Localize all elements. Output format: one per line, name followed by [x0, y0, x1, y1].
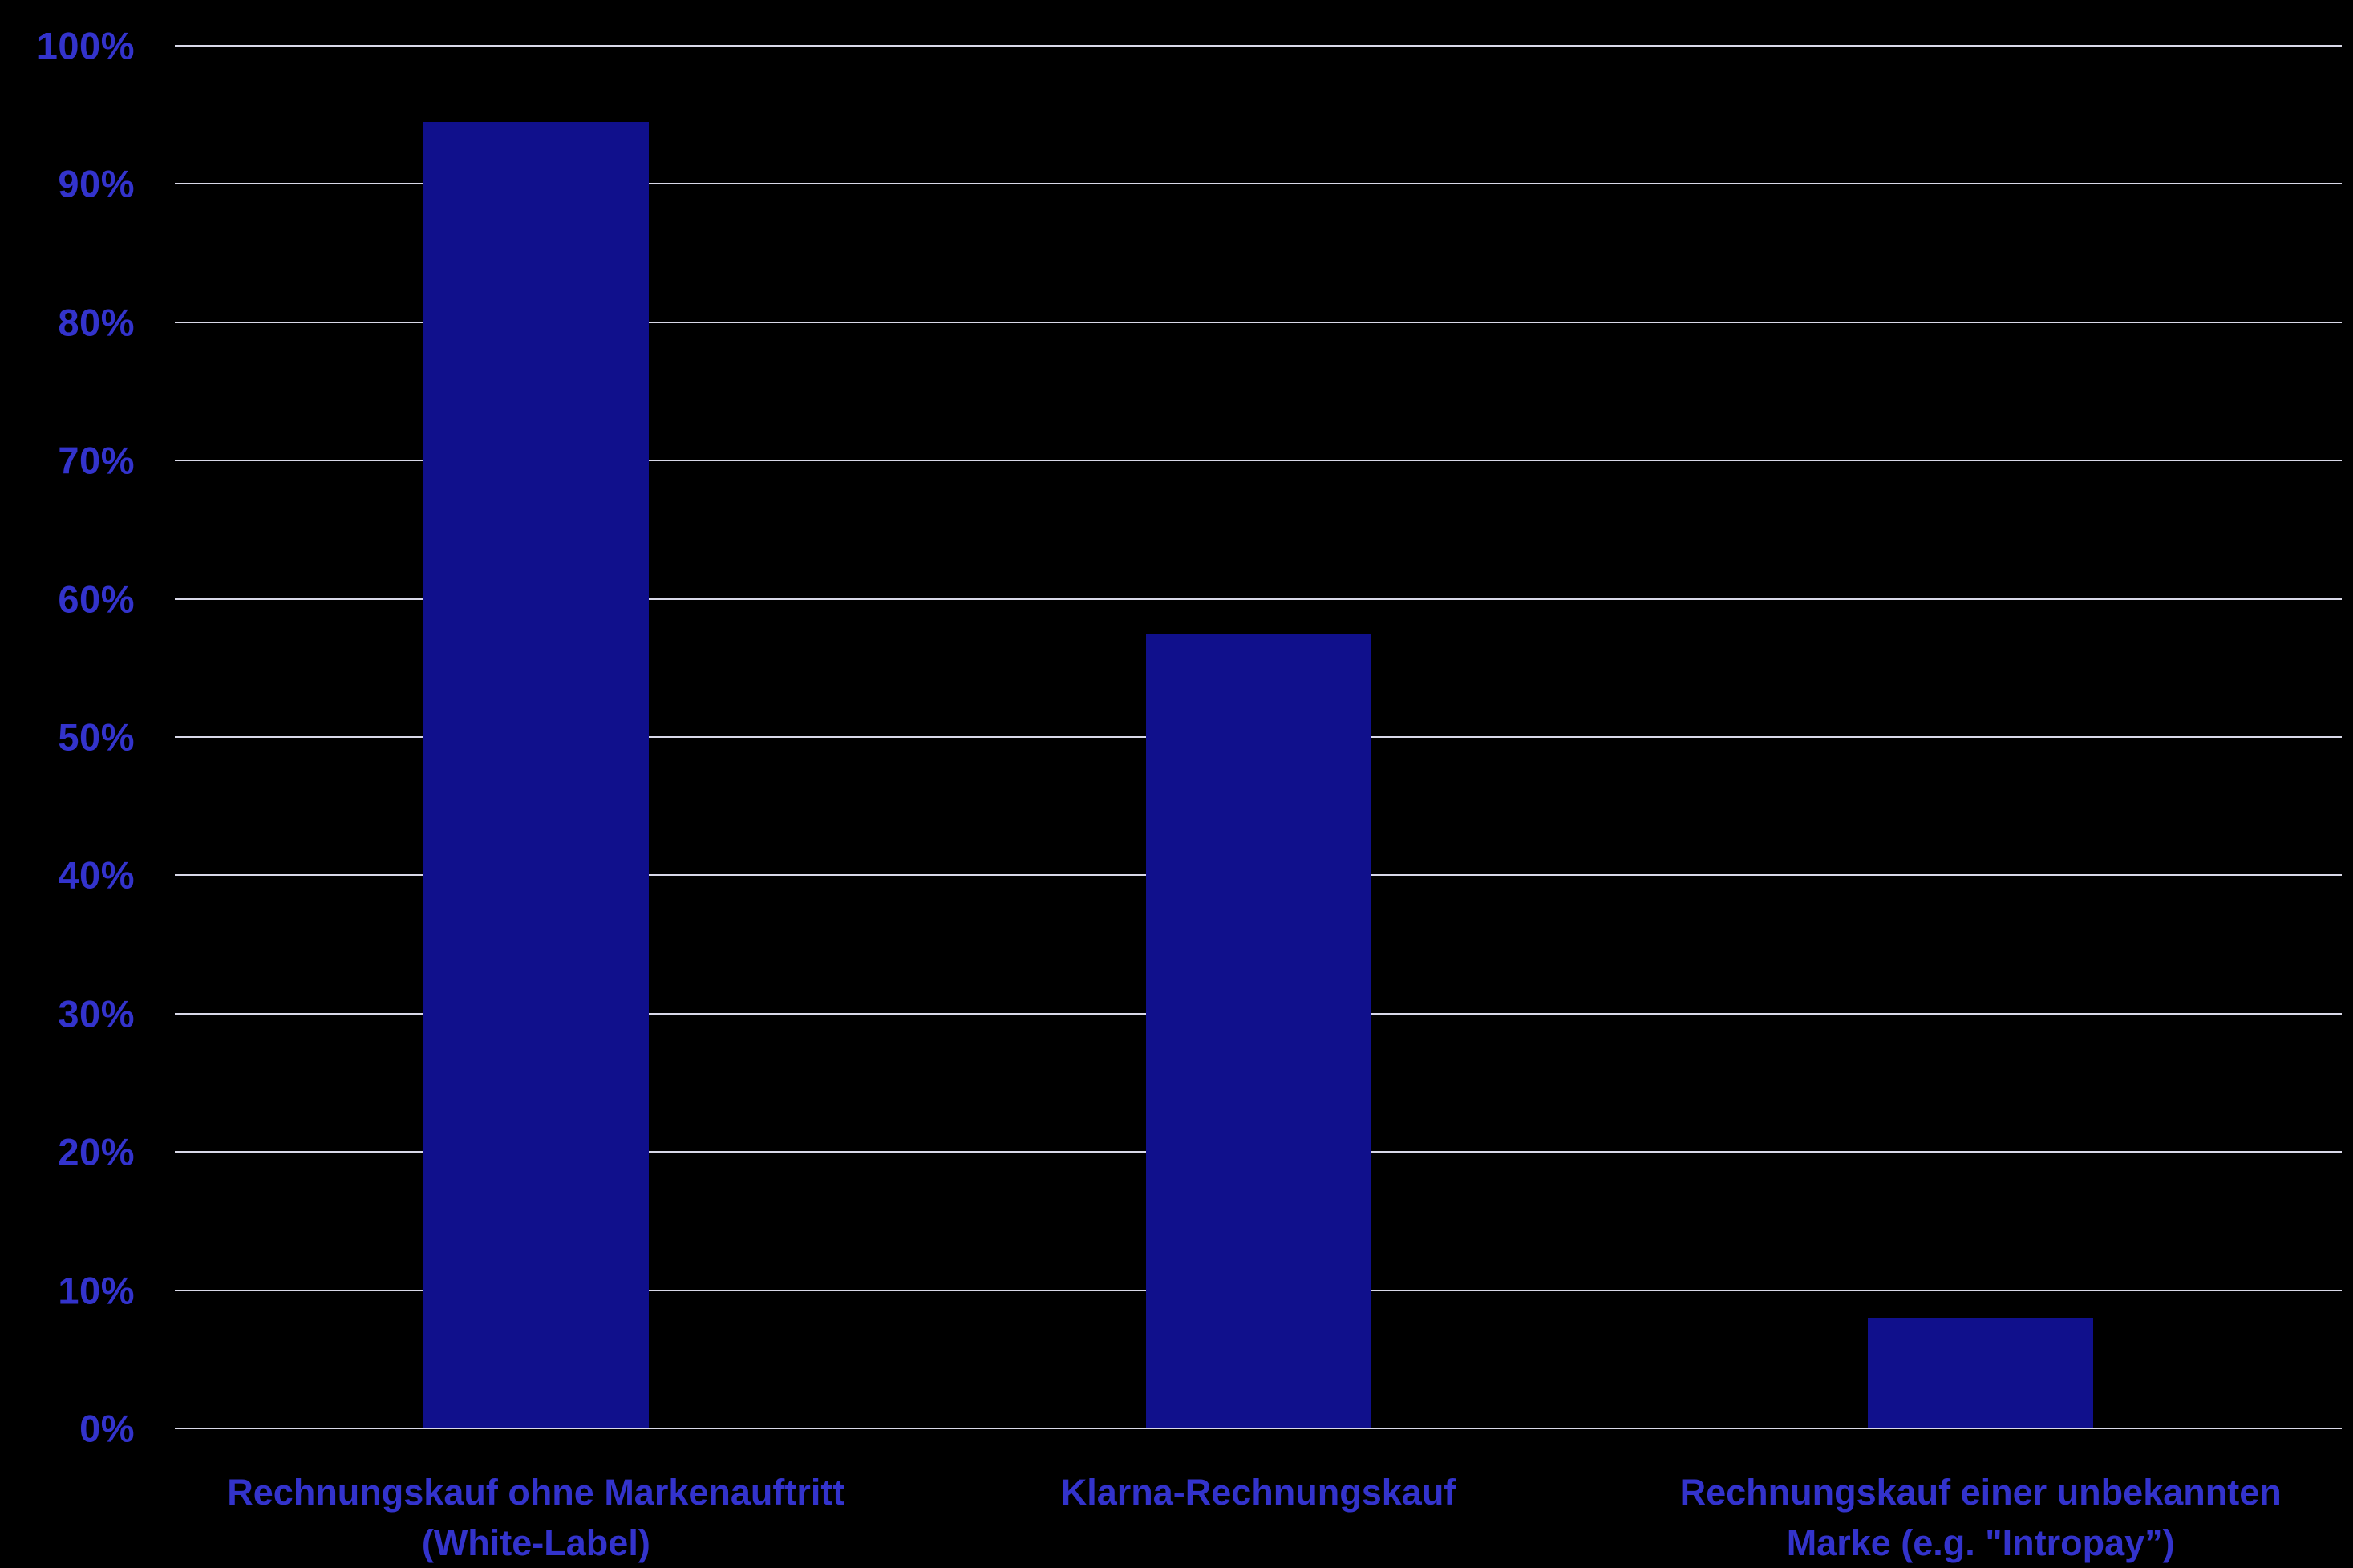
y-tick-label: 40% [58, 853, 135, 897]
category-label: Rechnungskauf ohne Markenauftritt (White… [227, 1472, 845, 1563]
bar [423, 121, 649, 1428]
y-tick-label: 70% [58, 439, 135, 482]
y-tick-label: 10% [58, 1269, 135, 1312]
gridline [175, 321, 2342, 323]
y-tick-label: 30% [58, 992, 135, 1035]
plot-area [175, 45, 2342, 1429]
y-tick-label: 20% [58, 1130, 135, 1173]
gridline [175, 45, 2342, 47]
y-tick-label: 50% [58, 715, 135, 759]
x-axis: Rechnungskauf ohne Markenauftritt (White… [175, 1467, 2342, 1568]
gridline [175, 183, 2342, 185]
bar [1868, 1318, 2094, 1428]
gridline [175, 460, 2342, 462]
gridline [175, 598, 2342, 600]
bar [1145, 633, 1371, 1428]
y-tick-label: 100% [36, 24, 135, 67]
gridline [175, 1428, 2342, 1429]
category-label: Klarna-Rechnungskauf [1060, 1472, 1456, 1513]
category-label: Rechnungskauf einer unbekannten Marke (e… [1679, 1472, 2282, 1563]
y-tick-label: 90% [58, 162, 135, 205]
y-tick-label: 80% [58, 301, 135, 344]
y-tick-label: 60% [58, 577, 135, 621]
y-axis: 0% 10% 20% 30% 40% 50% 60% 70% 80% 90% 100% [0, 27, 175, 1448]
y-tick-label: 0% [79, 1407, 135, 1450]
